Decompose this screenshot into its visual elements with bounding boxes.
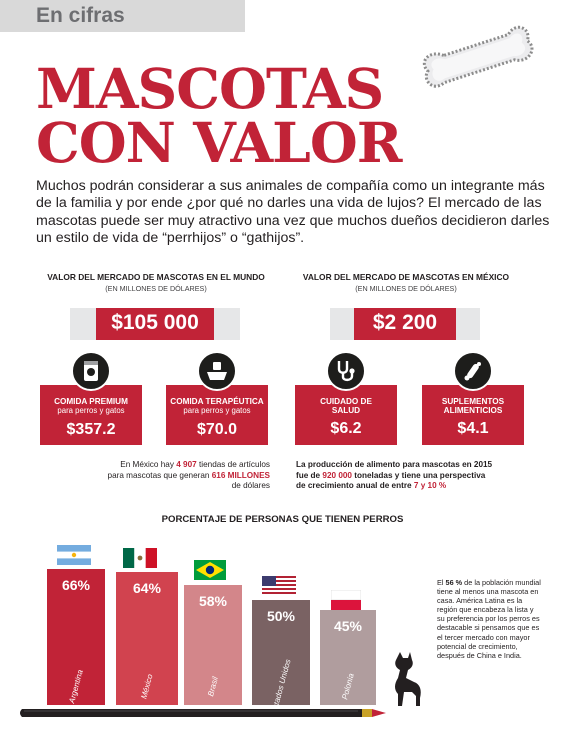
note-highlight: 920 000	[322, 470, 352, 480]
world-category-premium: COMIDA PREMIUM para perros y gatos $357.…	[40, 351, 142, 445]
side-note-text: El	[437, 578, 446, 587]
intro-text: Muchos podrán considerar a sus animales …	[36, 178, 550, 247]
world-market-value: $105 000	[96, 308, 214, 340]
dogs-bar-country: Polonia	[340, 672, 356, 701]
title-line-2: CON VALOR	[36, 110, 402, 175]
category-title: COMIDA TERAPÉUTICA	[170, 397, 264, 406]
world-value-frame: $105 000	[70, 308, 240, 340]
mexico-market-subheading: (EN MILLONES DE DÓLARES)	[355, 284, 457, 293]
usa-flag-icon	[262, 576, 296, 596]
dogs-bar-value: 45%	[333, 618, 363, 634]
dog-silhouette-icon	[395, 652, 421, 706]
dogs-bar-country: México	[139, 673, 155, 700]
note-highlight: 616 MILLONES	[211, 470, 270, 480]
category-title: SUPLEMENTOS	[441, 397, 505, 406]
medicine-bowl-icon	[197, 351, 237, 391]
note-highlight: 7 y 10 %	[413, 481, 447, 490]
brazil-flag-icon	[194, 560, 226, 580]
category-title: CUIDADO DE	[320, 397, 372, 406]
side-note-highlight: 56 %	[445, 578, 463, 587]
world-market-heading: VALOR DEL MERCADO DE MASCOTAS EN EL MUND…	[40, 272, 272, 293]
note-text: La producción de alimento para mascotas …	[296, 460, 493, 469]
dogs-bar: 66% Argentina	[47, 569, 105, 705]
note-text: En México hay	[120, 460, 177, 469]
category-subtitle: ALIMENTICIOS	[443, 406, 503, 415]
dogs-bar: 58% Brasil	[184, 585, 242, 705]
mexico-note: La producción de alimento para mascotas …	[296, 460, 536, 492]
dogs-bar-country: Brasil	[206, 675, 220, 698]
note-highlight: 4 907	[176, 460, 197, 469]
note-text: tiendas de artículos	[196, 460, 270, 469]
world-note: En México hay 4 907 tiendas de artículos…	[60, 460, 270, 492]
category-value: $357.2	[66, 421, 116, 438]
argentina-flag-icon	[57, 545, 91, 565]
pet-food-can-icon	[71, 351, 111, 391]
note-text: toneladas y tiene una perspectiva	[352, 470, 486, 480]
world-category-therapeutic: COMIDA TERAPÉUTICA para perros y gatos $…	[166, 351, 268, 445]
mexico-category-supplements: SUPLEMENTOS ALIMENTICIOS $4.1	[422, 351, 524, 445]
stethoscope-icon	[326, 351, 366, 391]
mexico-market-heading-text: VALOR DEL MERCADO DE MASCOTAS EN MÉXICO	[302, 272, 510, 282]
note-text: de crecimiento anual de entre	[296, 481, 414, 490]
category-title: COMIDA PREMIUM	[54, 397, 128, 406]
note-text: de dólares	[231, 481, 270, 490]
world-market-subheading: (EN MILLONES DE DÓLARES)	[105, 284, 207, 293]
poland-flag-icon	[331, 590, 361, 610]
bone-pendant-icon	[422, 25, 534, 88]
dogs-bar: 50% Estados Unidos	[252, 600, 310, 715]
section-tag: En cifras	[0, 0, 245, 32]
mexico-category-health: CUIDADO DE SALUD $6.2	[295, 351, 397, 445]
dogs-bar-value: 50%	[266, 608, 296, 624]
page-title: MASCOTAS CON VALOR	[36, 56, 402, 175]
supplement-pills-icon	[453, 351, 493, 391]
pencil-icon	[20, 709, 386, 717]
mexico-market-value: $2 200	[354, 308, 456, 340]
dogs-bar-value: 58%	[198, 593, 228, 609]
dogs-bar: 64% México	[116, 572, 178, 705]
category-value: $6.2	[330, 420, 362, 437]
category-subtitle: SALUD	[331, 406, 361, 415]
mexico-market-heading: VALOR DEL MERCADO DE MASCOTAS EN MÉXICO …	[296, 272, 516, 293]
mexico-value-frame: $2 200	[330, 308, 480, 340]
dogs-bar-value: 64%	[132, 580, 162, 596]
side-note-text: de la población mundial tiene al menos u…	[437, 578, 541, 660]
dogs-chart-title: PORCENTAJE DE PERSONAS QUE TIENEN PERROS	[161, 514, 404, 525]
side-note: El 56 % de la población mundial tiene al…	[437, 578, 543, 660]
category-value: $70.0	[196, 421, 238, 438]
mexico-flag-icon	[123, 548, 157, 568]
note-text: fue de	[296, 470, 323, 480]
category-value: $4.1	[457, 420, 489, 437]
note-text: para mascotas que generan	[107, 470, 212, 480]
dogs-bar: 45% Polonia	[320, 610, 376, 705]
world-market-heading-text: VALOR DEL MERCADO DE MASCOTAS EN EL MUND…	[47, 272, 265, 282]
category-subtitle: para perros y gatos	[183, 406, 251, 415]
category-subtitle: para perros y gatos	[57, 406, 125, 415]
title-line-1: MASCOTAS	[36, 56, 384, 121]
dogs-bar-value: 66%	[61, 577, 91, 593]
dogs-bar-country: Argentina	[67, 668, 85, 705]
